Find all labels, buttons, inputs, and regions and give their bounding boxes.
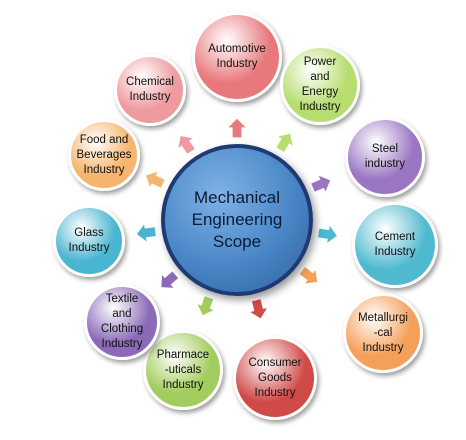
arrow-icon (309, 173, 332, 195)
industry-food-beverages: Food and Beverages Industry (68, 119, 140, 191)
arrow-icon (160, 269, 180, 290)
industry-cement: Cement Industry (352, 202, 438, 288)
industry-label: Cement Industry (374, 231, 416, 258)
industry-label: Metallurgi -cal Industry (358, 311, 408, 354)
industry-label: Steel industry (364, 143, 406, 170)
arrow-icon (247, 297, 270, 320)
industry-label: Pharmace -uticals Industry (156, 348, 210, 391)
arrow-icon (225, 117, 249, 139)
industry-automotive: Automotive Industry (192, 12, 282, 102)
arrow-icon (144, 169, 167, 191)
arrow-icon (176, 134, 197, 156)
industry-label: Glass Industry (68, 227, 110, 254)
arrow-icon (297, 265, 319, 286)
industry-label: Automotive Industry (208, 43, 266, 70)
arrow-icon (274, 132, 295, 154)
industry-glass: Glass Industry (53, 205, 125, 277)
industry-textile-clothing: Textile and Clothing Industry (84, 284, 160, 360)
industry-consumer-goods: Consumer Goods Industry (233, 336, 317, 420)
center-node: Mechanical Engineering Scope (161, 144, 313, 296)
industry-label: Textile and Clothing Industry (100, 293, 144, 350)
center-label: Mechanical Engineering Scope (191, 188, 283, 251)
industry-chemical: Chemical Industry (114, 54, 186, 126)
industry-power-energy: Power and Energy Industry (280, 45, 360, 125)
arrow-icon (195, 294, 217, 317)
industry-label: Consumer Goods Industry (248, 356, 302, 399)
arrow-icon (135, 221, 158, 245)
industry-steel: Steel industry (345, 117, 425, 197)
arrow-icon (316, 223, 339, 246)
industry-pharmaceuticals: Pharmace -uticals Industry (143, 330, 223, 410)
industry-label: Chemical Industry (126, 76, 174, 103)
industry-metallurgical: Metallurgi -cal Industry (343, 293, 423, 373)
industry-label: Power and Energy Industry (299, 56, 341, 113)
industry-label: Food and Beverages Industry (76, 133, 132, 176)
